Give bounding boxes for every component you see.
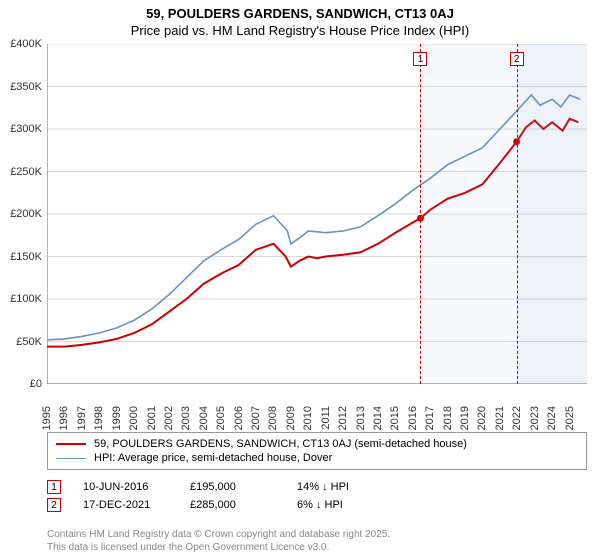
x-tick-label: 2013: [355, 406, 367, 430]
x-tick-label: 2016: [407, 406, 419, 430]
y-tick-label: £300K: [0, 123, 42, 135]
sale-date-1: 10-JUN-2016: [83, 481, 168, 493]
sales-table: 1 10-JUN-2016 £195,000 14% ↓ HPI 2 17-DE…: [47, 478, 587, 514]
y-tick-label: £350K: [0, 81, 42, 93]
legend-label-price: 59, POULDERS GARDENS, SANDWICH, CT13 0AJ…: [94, 438, 467, 450]
x-tick-label: 1998: [93, 406, 105, 430]
x-tick-label: 2008: [267, 406, 279, 430]
sale-price-1: £195,000: [190, 481, 275, 493]
chart-area: £0£50K£100K£150K£200K£250K£300K£350K£400…: [0, 44, 600, 424]
sale-row-2: 2 17-DEC-2021 £285,000 6% ↓ HPI: [47, 496, 587, 514]
chart-container: 59, POULDERS GARDENS, SANDWICH, CT13 0AJ…: [0, 0, 600, 560]
legend-box: 59, POULDERS GARDENS, SANDWICH, CT13 0AJ…: [47, 432, 587, 470]
plot-svg: [47, 44, 587, 384]
legend-label-hpi: HPI: Average price, semi-detached house,…: [94, 452, 332, 464]
footer-line-2: This data is licensed under the Open Gov…: [47, 541, 390, 554]
sale-marker-2: 2: [47, 498, 61, 512]
x-tick-label: 2006: [233, 406, 245, 430]
x-tick-label: 2000: [128, 406, 140, 430]
x-tick-label: 2007: [250, 406, 262, 430]
x-tick-label: 2020: [476, 406, 488, 430]
x-tick-label: 2014: [372, 406, 384, 430]
y-tick-label: £150K: [0, 251, 42, 263]
x-tick-label: 1997: [76, 406, 88, 430]
x-tick-label: 2015: [389, 406, 401, 430]
sale-vs-hpi-1: 14% ↓ HPI: [297, 481, 382, 493]
x-tick-label: 2010: [302, 406, 314, 430]
x-tick-label: 2017: [424, 406, 436, 430]
y-tick-label: £0: [0, 378, 42, 390]
y-tick-label: £100K: [0, 293, 42, 305]
x-tick-label: 2003: [180, 406, 192, 430]
x-tick-label: 2021: [494, 406, 506, 430]
legend-row-price: 59, POULDERS GARDENS, SANDWICH, CT13 0AJ…: [56, 437, 578, 451]
footer: Contains HM Land Registry data © Crown c…: [47, 528, 390, 554]
sale-row-1: 1 10-JUN-2016 £195,000 14% ↓ HPI: [47, 478, 587, 496]
sale-price-2: £285,000: [190, 499, 275, 511]
x-tick-label: 2004: [198, 406, 210, 430]
y-tick-label: £50K: [0, 336, 42, 348]
x-tick-label: 1995: [41, 406, 53, 430]
x-tick-label: 2002: [163, 406, 175, 430]
x-tick-label: 2005: [215, 406, 227, 430]
chart-subtitle: Price paid vs. HM Land Registry's House …: [0, 23, 600, 38]
legend-row-hpi: HPI: Average price, semi-detached house,…: [56, 451, 578, 465]
sale-vs-hpi-2: 6% ↓ HPI: [297, 499, 382, 511]
legend: 59, POULDERS GARDENS, SANDWICH, CT13 0AJ…: [47, 432, 587, 514]
y-tick-label: £400K: [0, 38, 42, 50]
chart-title: 59, POULDERS GARDENS, SANDWICH, CT13 0AJ: [0, 6, 600, 21]
footer-line-1: Contains HM Land Registry data © Crown c…: [47, 528, 390, 541]
x-tick-label: 2019: [459, 406, 471, 430]
y-tick-label: £250K: [0, 166, 42, 178]
x-tick-label: 2011: [320, 406, 332, 430]
x-tick-label: 1996: [58, 406, 70, 430]
sale-marker-1: 1: [47, 480, 61, 494]
x-tick-label: 2024: [546, 406, 558, 430]
x-tick-label: 2023: [529, 406, 541, 430]
x-tick-label: 2018: [442, 406, 454, 430]
x-tick-label: 2025: [564, 406, 576, 430]
x-tick-label: 1999: [111, 406, 123, 430]
legend-swatch-hpi: [56, 458, 86, 459]
x-tick-label: 2022: [511, 406, 523, 430]
x-tick-label: 2012: [337, 406, 349, 430]
legend-swatch-price: [56, 443, 86, 445]
x-tick-label: 2009: [285, 406, 297, 430]
x-tick-label: 2001: [146, 406, 158, 430]
y-tick-label: £200K: [0, 208, 42, 220]
title-block: 59, POULDERS GARDENS, SANDWICH, CT13 0AJ…: [0, 0, 600, 38]
sale-date-2: 17-DEC-2021: [83, 499, 168, 511]
